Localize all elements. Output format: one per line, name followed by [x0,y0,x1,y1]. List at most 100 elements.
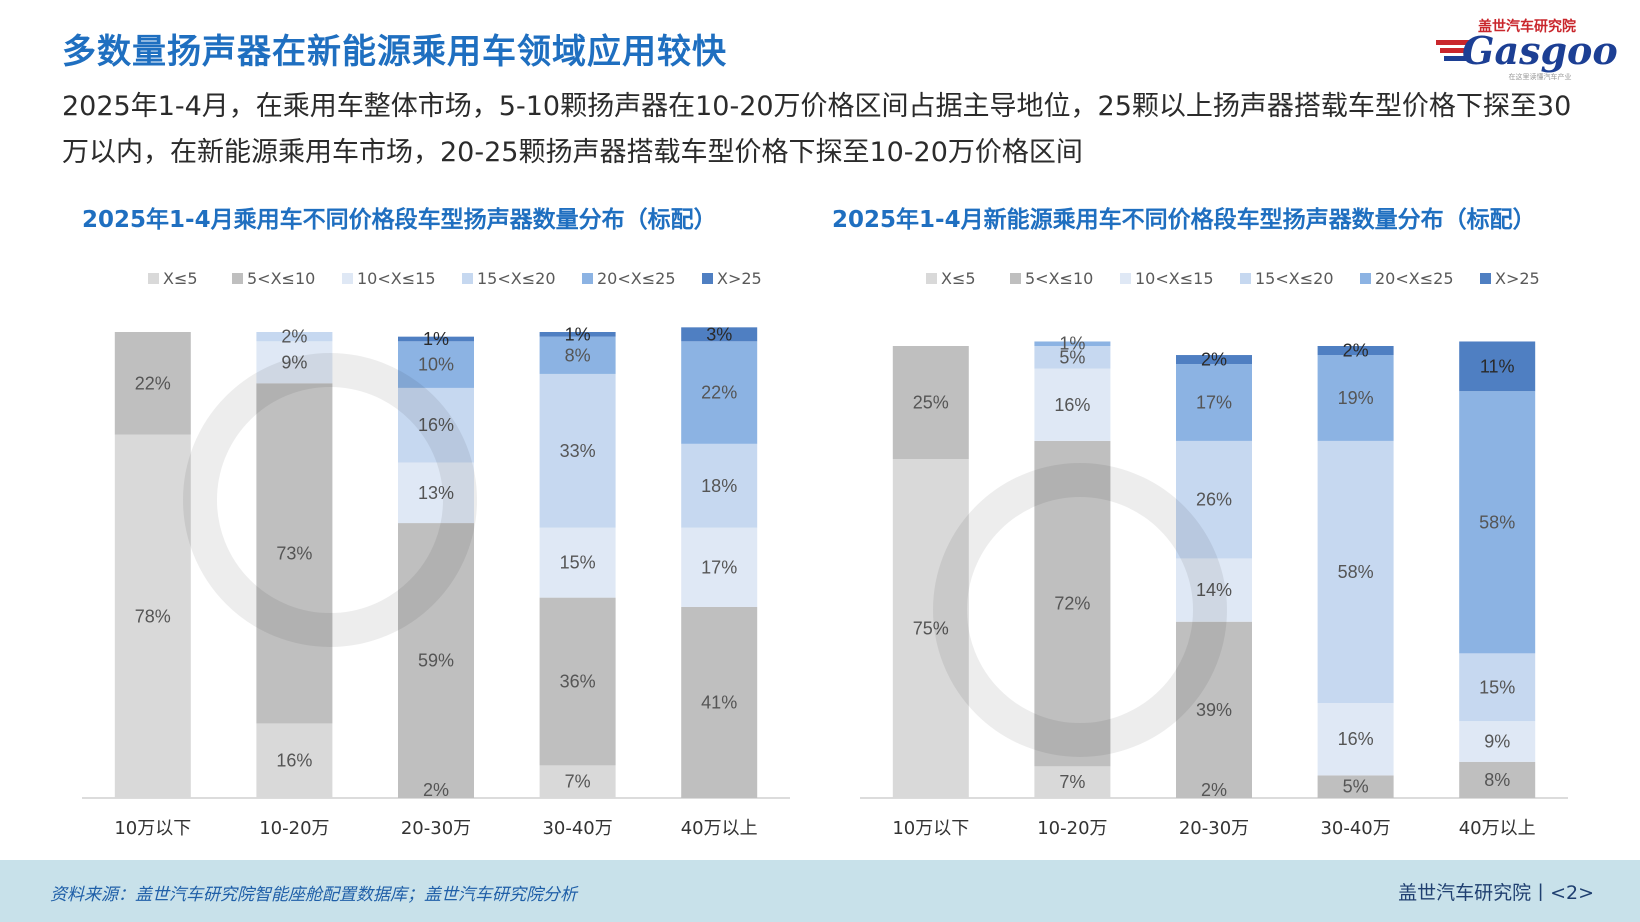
logo-stripes-icon [1436,40,1470,61]
legend-swatch-4 [1360,273,1371,284]
bar-segment-2-2 [1176,558,1252,622]
data-label-2-1: 59% [418,651,454,671]
data-label-3-1: 36% [560,672,596,692]
page-title: 多数量扬声器在新能源乘用车领域应用较快 [62,32,727,72]
bar-segment-2-4 [1176,364,1252,441]
data-label-3-4: 8% [565,345,591,365]
bar-segment-2-1 [398,523,474,798]
bar-segment-4-2 [681,527,758,607]
bar-segment-3-5 [1317,346,1394,356]
x-tick-label-1: 10-20万 [259,818,329,839]
x-tick-label-3: 30-40万 [1320,818,1390,839]
bar-segment-3-1 [539,597,616,766]
extra-data-label-0: 2% [1201,780,1227,800]
data-label-3-2: 16% [1338,729,1374,749]
legend-label-3: 15<X≤20 [1255,269,1334,288]
data-label-2-2: 13% [418,483,454,503]
legend-swatch-5 [1480,273,1491,284]
bar-segment-1-3 [1034,346,1111,369]
data-label-4-4: 22% [701,383,737,403]
data-label-1-2: 16% [1054,395,1090,415]
data-label-3-0: 7% [565,772,591,792]
gasgoo-logo: 盖世汽车研究院 Gasgoo 在这里读懂汽车产业 [1426,16,1618,82]
x-tick-label-2: 20-30万 [1179,818,1249,839]
data-label-3-2: 15% [560,553,596,573]
data-label-1-4: 1% [1059,334,1085,354]
legend-label-4: 20<X≤25 [597,269,676,288]
data-label-4-3: 15% [1479,677,1515,697]
bar-segment-2-2 [398,462,474,524]
x-tick-label-1: 10-20万 [1037,818,1107,839]
bar-segment-4-3 [1459,653,1536,722]
legend-label-0: X≤5 [163,269,198,288]
bar-segment-3-1 [1317,775,1394,798]
bar-segment-4-1 [1459,761,1536,798]
data-label-3-3: 58% [1338,562,1374,582]
bar-segment-1-3 [256,332,333,342]
bar-segment-3-2 [1317,703,1394,776]
bar-segment-2-5 [1176,355,1252,365]
logo-brand-en: Gasgoo [1462,28,1618,73]
x-tick-label-3: 30-40万 [542,818,612,839]
data-label-4-4: 58% [1479,512,1515,532]
data-label-3-4: 19% [1338,388,1374,408]
legend-swatch-0 [148,273,159,284]
bar-segment-4-4 [1459,391,1536,654]
data-label-3-5: 1% [565,324,591,344]
bar-segment-4-4 [681,341,758,444]
data-label-1-1: 73% [276,543,312,563]
footer: 资料来源：盖世汽车研究院智能座舱配置数据库；盖世汽车研究院分析 盖世汽车研究院丨… [0,860,1640,922]
bar-segment-4-3 [681,443,758,528]
bar-segment-3-3 [539,373,616,528]
bar-segment-2-3 [1176,440,1252,559]
legend-label-1: 5<X≤10 [1025,269,1093,288]
source-note: 资料来源：盖世汽车研究院智能座舱配置数据库；盖世汽车研究院分析 [50,885,577,905]
bar-segment-1-0 [256,723,333,798]
legend-label-1: 5<X≤10 [247,269,315,288]
logo-brand-cn: 盖世汽车研究院 [1478,19,1576,35]
data-label-4-5: 3% [706,324,732,344]
extra-data-label-0: 2% [423,780,449,800]
bar-segment-0-1 [114,332,191,435]
legend-swatch-1 [1010,273,1021,284]
chart-title-left: 2025年1-4月乘用车不同价格段车型扬声器数量分布（标配） [82,207,717,233]
legend-swatch-3 [1240,273,1251,284]
bar-segment-1-1 [1034,440,1111,767]
chart-right: X≤5 5<X≤10 10<X≤15 15<X≤20 20<X≤25 X>25 75% 25%… [860,269,1568,839]
legend-label-2: 10<X≤15 [1135,269,1214,288]
bar-segment-3-5 [539,332,616,337]
x-tick-label-4: 40万以上 [681,818,758,839]
logo-slogan: 在这里读懂汽车产业 [1508,73,1572,81]
bar-segment-1-0 [1034,766,1111,798]
data-label-4-2: 17% [701,557,737,577]
data-label-0-0: 78% [135,606,171,626]
bar-segment-3-2 [539,527,616,598]
bar-segment-1-1 [256,383,333,724]
bar-segment-4-5 [1459,341,1536,392]
bar-segment-3-3 [1317,440,1394,704]
footer-brand: 盖世汽车研究院丨<2> [1398,882,1594,904]
chart-left: X≤5 5<X≤10 10<X≤15 15<X≤20 20<X≤25 X>25 78% 22%… [82,269,790,839]
bar-segment-2-1 [1176,621,1252,798]
legend-label-3: 15<X≤20 [477,269,556,288]
chart-title-right: 2025年1-4月新能源乘用车不同价格段车型扬声器数量分布（标配） [832,207,1536,233]
legend-label-5: X>25 [1495,269,1540,288]
data-label-4-2: 9% [1484,732,1510,752]
bar-segment-1-2 [1034,368,1111,441]
legend-label-5: X>25 [717,269,762,288]
bar-segment-4-1 [681,606,758,798]
data-label-2-5: 1% [423,329,449,349]
data-label-2-1: 39% [1196,700,1232,720]
data-label-2-4: 10% [418,355,454,375]
legend-swatch-5 [702,273,713,284]
x-tick-label-4: 40万以上 [1459,818,1536,839]
data-label-0-1: 22% [135,373,171,393]
data-label-3-5: 2% [1343,341,1369,361]
bar-segment-3-4 [539,336,616,374]
data-label-2-3: 26% [1196,490,1232,510]
bar-segment-0-1 [892,346,969,459]
bar-segment-3-4 [1317,355,1394,441]
legend-swatch-0 [926,273,937,284]
page-subtitle: 2025年1-4月，在乘用车整体市场，5-10颗扬声器在10-20万价格区间占据… [62,91,1572,168]
legend-swatch-2 [1120,273,1131,284]
